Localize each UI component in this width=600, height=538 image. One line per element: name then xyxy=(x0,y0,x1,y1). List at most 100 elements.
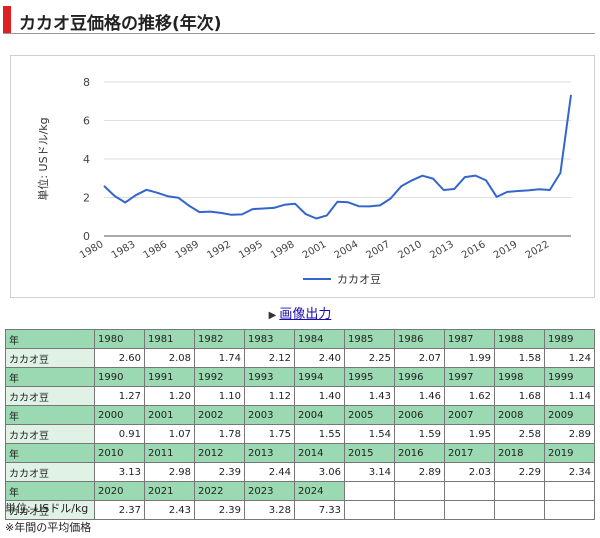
year-cell: 2008 xyxy=(494,405,545,425)
year-cell: 2018 xyxy=(494,443,545,463)
value-cell: 1.14 xyxy=(544,386,595,406)
x-tick-label: 1992 xyxy=(205,239,233,261)
year-cell: 1987 xyxy=(444,329,495,349)
value-cell: 1.40 xyxy=(294,386,345,406)
value-cell: 3.14 xyxy=(344,462,395,482)
table-row: 年 2010 2011 2012 2013 2014 2015 2016 2017 2018 201… xyxy=(5,443,595,463)
year-header-cell: 年 xyxy=(5,329,95,349)
year-header-cell: 年 xyxy=(5,481,95,501)
value-cell: 2.44 xyxy=(244,462,295,482)
value-cell: 1.95 xyxy=(444,424,495,444)
empty-cell xyxy=(344,481,395,501)
page-title: カカオ豆価格の推移(年次) xyxy=(19,14,222,34)
year-cell: 2019 xyxy=(544,443,595,463)
value-cell: 1.55 xyxy=(294,424,345,444)
empty-cell xyxy=(394,481,445,501)
value-cell: 2.40 xyxy=(294,348,345,368)
table-row: 年 2000 2001 2002 2003 2004 2005 2006 2007 2008 200… xyxy=(5,405,595,425)
value-cell: 2.39 xyxy=(194,462,245,482)
value-cell: 3.13 xyxy=(94,462,145,482)
year-cell: 2000 xyxy=(94,405,145,425)
year-cell: 2016 xyxy=(394,443,445,463)
x-tick-label: 2001 xyxy=(301,239,329,261)
year-cell: 2024 xyxy=(294,481,345,501)
x-tick-label: 2004 xyxy=(333,239,361,261)
empty-cell xyxy=(494,481,545,501)
value-cell: 1.75 xyxy=(244,424,295,444)
value-cell: 1.58 xyxy=(494,348,545,368)
series-line xyxy=(103,94,572,220)
empty-cell xyxy=(444,481,495,501)
table-row: 年 1990 1991 1992 1993 1994 1995 1996 1997 1998 199… xyxy=(5,367,595,387)
value-cell: 2.39 xyxy=(194,500,245,520)
year-cell: 1986 xyxy=(394,329,445,349)
year-cell: 1981 xyxy=(144,329,195,349)
value-cell: 1.46 xyxy=(394,386,445,406)
export-image-link[interactable]: 画像出力 xyxy=(279,307,332,322)
year-cell: 2023 xyxy=(244,481,295,501)
year-cell: 1994 xyxy=(294,367,345,387)
unit-note: 単位: USドル/kg xyxy=(5,502,89,515)
x-tick-label: 2010 xyxy=(396,239,424,261)
value-cell: 1.99 xyxy=(444,348,495,368)
value-cell: 1.07 xyxy=(144,424,195,444)
year-cell: 1997 xyxy=(444,367,495,387)
y-tick-label: 8 xyxy=(83,76,90,89)
year-cell: 1985 xyxy=(344,329,395,349)
year-cell: 2002 xyxy=(194,405,245,425)
value-cell: 2.29 xyxy=(494,462,545,482)
value-cell: 2.07 xyxy=(394,348,445,368)
year-cell: 1996 xyxy=(394,367,445,387)
year-cell: 1998 xyxy=(494,367,545,387)
year-cell: 1992 xyxy=(194,367,245,387)
value-cell: 3.28 xyxy=(244,500,295,520)
value-cell: 1.74 xyxy=(194,348,245,368)
year-header-cell: 年 xyxy=(5,443,95,463)
year-cell: 1990 xyxy=(94,367,145,387)
section-heading: カカオ豆価格の推移(年次) xyxy=(3,6,595,34)
value-cell: 3.06 xyxy=(294,462,345,482)
row-label-cell: カカオ豆 xyxy=(5,386,95,406)
empty-cell xyxy=(494,500,545,520)
x-tick-label: 1983 xyxy=(110,239,138,261)
year-cell: 1984 xyxy=(294,329,345,349)
row-label-cell: カカオ豆 xyxy=(5,424,95,444)
year-cell: 1993 xyxy=(244,367,295,387)
empty-cell xyxy=(394,500,445,520)
heading-accent-bar xyxy=(3,6,11,33)
x-tick-label: 1995 xyxy=(237,239,265,261)
year-cell: 2013 xyxy=(244,443,295,463)
table-row: カカオ豆 2.60 2.08 1.74 2.12 2.40 2.25 2.07 1.99 1.58… xyxy=(5,348,595,368)
value-cell: 2.08 xyxy=(144,348,195,368)
year-cell: 1991 xyxy=(144,367,195,387)
year-cell: 2009 xyxy=(544,405,595,425)
row-label-cell: カカオ豆 xyxy=(5,500,95,520)
y-tick-label: 4 xyxy=(83,153,90,166)
year-cell: 2014 xyxy=(294,443,345,463)
x-tick-label: 2007 xyxy=(365,239,393,261)
average-note: ※年間の平均価格 xyxy=(5,521,92,534)
legend-label: カカオ豆 xyxy=(337,273,381,286)
year-cell: 2006 xyxy=(394,405,445,425)
value-cell: 2.12 xyxy=(244,348,295,368)
year-cell: 2005 xyxy=(344,405,395,425)
price-table: 年 1980 1981 1982 1983 1984 1985 1986 1987 1988 198… xyxy=(5,329,595,520)
value-cell: 7.33 xyxy=(294,500,345,520)
value-cell: 1.68 xyxy=(494,386,545,406)
value-cell: 1.54 xyxy=(344,424,395,444)
x-tick-label: 2022 xyxy=(524,239,552,261)
year-header-cell: 年 xyxy=(5,405,95,425)
line-chart: 0 2 4 6 8 1980 1983 1986 1989 1992 1995 1998 2001 200… xyxy=(10,55,595,298)
year-cell: 1982 xyxy=(194,329,245,349)
value-cell: 2.89 xyxy=(544,424,595,444)
value-cell: 1.59 xyxy=(394,424,445,444)
value-cell: 1.27 xyxy=(94,386,145,406)
export-row: ▶ 画像出力 xyxy=(0,303,600,322)
x-tick-label: 1989 xyxy=(173,239,201,261)
empty-cell xyxy=(544,500,595,520)
table-row: カカオ豆 1.27 1.20 1.10 1.12 1.40 1.43 1.46 1.62 1.68… xyxy=(5,386,595,406)
value-cell: 2.89 xyxy=(394,462,445,482)
empty-cell xyxy=(544,481,595,501)
value-cell: 1.12 xyxy=(244,386,295,406)
